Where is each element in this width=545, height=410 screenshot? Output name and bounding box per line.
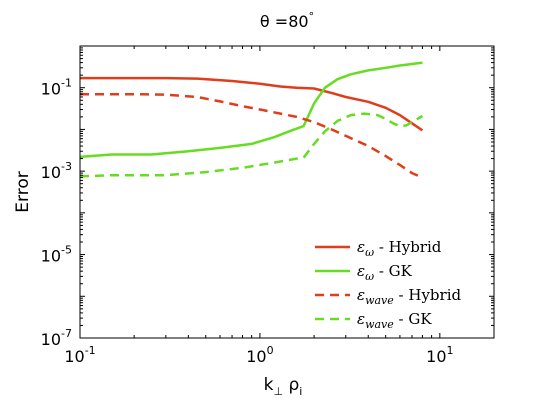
x-axis-label-rho-sub: i xyxy=(299,385,302,398)
legend-label-1: εω - GK xyxy=(357,262,413,283)
chart-title-base: θ =80 xyxy=(260,12,309,31)
y-tick-label: 10-7 xyxy=(41,327,72,349)
x-tick-label: 10-1 xyxy=(64,344,95,366)
x-tick-label: 101 xyxy=(426,344,453,366)
legend-label-0: εω - Hybrid xyxy=(357,238,442,259)
x-axis-label-k-sub: ⊥ xyxy=(274,385,284,398)
x-tick-label: 100 xyxy=(246,344,273,366)
legend-label-3: εwave - GK xyxy=(357,310,432,331)
chart-title-degree: ° xyxy=(309,10,315,23)
x-axis-label-k: k xyxy=(264,375,274,395)
y-tick-label: 10-5 xyxy=(41,244,72,266)
y-tick-label: 10-3 xyxy=(41,160,72,182)
plot-frame xyxy=(79,45,495,339)
series-line-2 xyxy=(80,92,423,179)
y-tick-label: 10-1 xyxy=(41,77,72,99)
y-axis-label: Error xyxy=(13,171,33,212)
series-line-1 xyxy=(79,61,423,159)
series-group xyxy=(79,61,424,179)
chart-title: θ =80° xyxy=(260,10,314,31)
legend: εω - Hybrid εω - GK εwave - Hybrid εwave - … xyxy=(315,238,461,331)
series-line-0 xyxy=(80,76,424,132)
x-axis-label: k⊥ ρi xyxy=(264,375,303,398)
ticks-group: 10-1 100 101 10-7 10-5 10-3 10-1 xyxy=(41,45,495,366)
legend-label-2: εwave - Hybrid xyxy=(357,286,461,307)
x-axis-label-rho: ρ xyxy=(283,375,299,395)
